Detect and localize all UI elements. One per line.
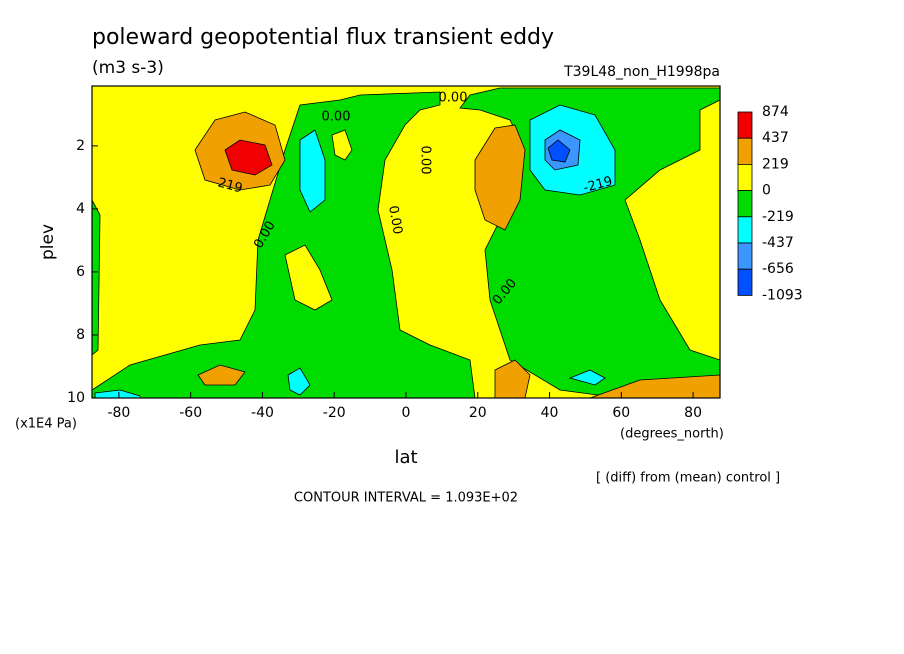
colorbar-label: -656 — [762, 261, 794, 277]
colorbar-box — [737, 111, 753, 139]
contour-region — [92, 91, 476, 398]
y-tick-label: 10 — [67, 390, 85, 406]
colorbar-label: -219 — [762, 209, 794, 225]
x-tick-label: -40 — [251, 405, 274, 421]
contour-region — [197, 364, 246, 386]
contour-label: -219 — [582, 174, 614, 196]
colorbar-label: 437 — [762, 130, 789, 146]
contour-label: 219 — [216, 176, 244, 197]
colorbar-label: 219 — [762, 156, 789, 172]
contour-region — [589, 374, 720, 398]
contour-label: 0.00 — [322, 110, 351, 125]
y-axis-label: plev — [38, 224, 58, 260]
x-tick-label: 40 — [541, 405, 559, 421]
colorbar-box — [737, 242, 753, 270]
contour-region — [494, 359, 531, 398]
contour-label: 0.00 — [439, 91, 468, 106]
colorbar-box — [737, 268, 753, 296]
colorbar-label: -437 — [762, 235, 794, 251]
y-tick-label: 4 — [76, 201, 85, 217]
x-tick-label: -20 — [323, 405, 346, 421]
x-axis-label: lat — [394, 447, 417, 468]
contour-region — [287, 367, 311, 396]
y-tick-label: 8 — [76, 327, 85, 343]
y-tick-label: 6 — [76, 264, 85, 280]
x-tick-label: 60 — [612, 405, 630, 421]
colorbar-box — [737, 137, 753, 165]
colorbar-label: 874 — [762, 104, 789, 120]
contour-label: 0.00 — [418, 146, 433, 175]
contour-region — [331, 129, 353, 161]
colorbar-label: 0 — [762, 183, 771, 199]
contour-region — [624, 99, 720, 361]
run-label: T39L48_non_H1998pa — [563, 64, 720, 80]
contour-region — [284, 244, 333, 311]
contour-region — [547, 139, 571, 163]
colorbar-box — [737, 216, 753, 244]
contour-label: 0.00 — [385, 204, 405, 235]
chart-subtitle: (m3 s-3) — [92, 58, 164, 78]
x-tick-label: -80 — [107, 405, 130, 421]
contour-region — [299, 129, 326, 213]
colorbar-box — [737, 163, 753, 191]
contour-region — [459, 87, 720, 398]
colorbar-label: -1093 — [762, 287, 803, 303]
colorbar-box — [737, 190, 753, 218]
contour-region — [94, 389, 141, 398]
contour-region — [474, 124, 526, 231]
x-axis-units: (degrees_north) — [620, 427, 724, 442]
x-tick-label: 20 — [469, 405, 487, 421]
note: [ (diff) from (mean) control ] — [596, 471, 780, 486]
contour-region — [224, 139, 273, 176]
chart-title: poleward geopotential flux transient edd… — [92, 25, 554, 50]
contour-region — [568, 369, 606, 386]
x-tick-label: -60 — [179, 405, 202, 421]
x-tick-label: 80 — [684, 405, 702, 421]
contour-region — [92, 199, 101, 356]
x-tick-label: 0 — [402, 405, 411, 421]
note: CONTOUR INTERVAL = 1.093E+02 — [294, 491, 518, 506]
y-tick-label: 2 — [76, 138, 85, 154]
y-axis-units: (x1E4 Pa) — [15, 417, 77, 432]
